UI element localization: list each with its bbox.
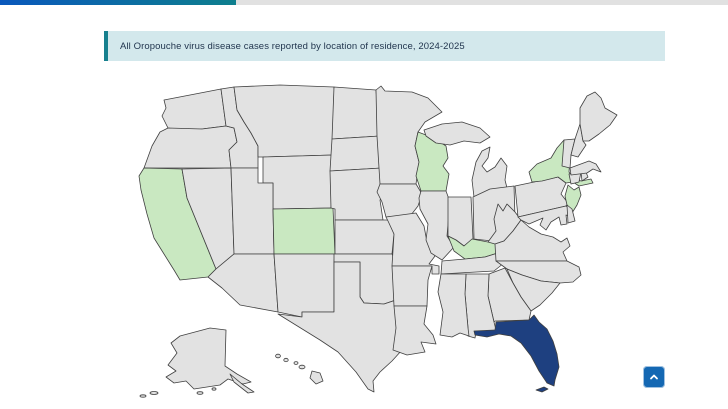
state-NJ[interactable] [564,184,582,214]
state-VA[interactable] [494,219,571,262]
state-MO[interactable] [385,212,440,275]
state-CO[interactable] [272,207,336,255]
state-ND[interactable] [331,86,381,140]
us-choropleth-map [130,84,662,402]
state-FL[interactable] [473,314,560,393]
state-WI[interactable] [414,131,450,192]
state-TX[interactable] [277,261,403,393]
state-MA[interactable] [569,160,602,176]
us-map-svg [138,84,618,398]
state-WY[interactable] [262,154,334,210]
state-HI[interactable] [275,353,324,385]
state-MT[interactable] [233,84,335,158]
state-SD[interactable] [329,135,386,172]
state-LA[interactable] [392,305,437,356]
chart-title: All Oropouche virus disease cases report… [120,40,465,52]
chart-title-banner: All Oropouche virus disease cases report… [104,31,665,61]
states-layer [138,84,618,398]
scroll-to-top-button[interactable] [643,366,665,388]
state-KS[interactable] [334,219,395,255]
chevron-up-icon [650,374,658,380]
state-WA[interactable] [161,88,227,132]
state-IA[interactable] [376,183,423,218]
state-OR[interactable] [143,125,238,169]
state-ME[interactable] [579,91,618,142]
state-VT[interactable] [561,138,576,169]
state-MI-upper[interactable] [423,121,491,146]
state-DE[interactable] [566,204,576,224]
state-MS[interactable] [437,273,470,338]
state-NM[interactable] [273,253,336,318]
state-AK[interactable] [139,327,255,398]
state-AR[interactable] [391,265,433,307]
top-accent-bar [0,0,728,5]
